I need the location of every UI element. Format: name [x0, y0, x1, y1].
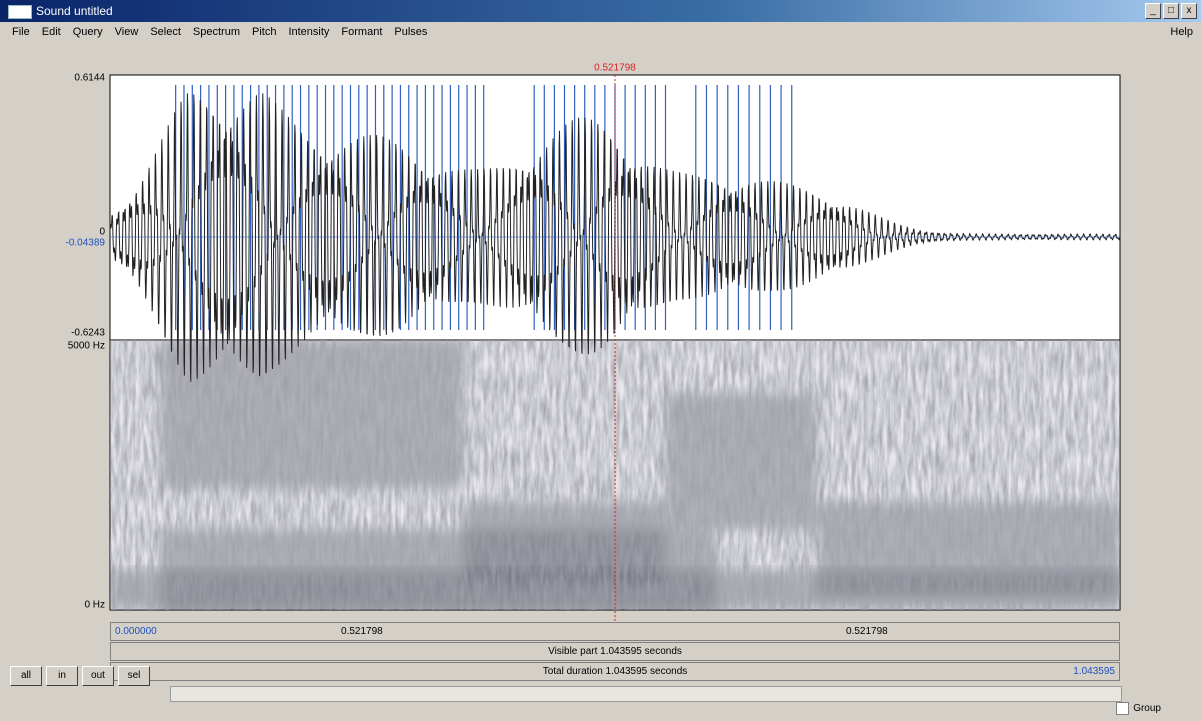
zoom-button[interactable]: all: [10, 666, 42, 686]
freq-bottom: 0 Hz: [84, 600, 105, 611]
praat-window: {"window": {"title": "Sound untitled", "…: [0, 0, 1201, 721]
time-start: 0.000000: [115, 623, 157, 640]
time-end: 1.043595: [1073, 663, 1115, 680]
freq-top: 5000 Hz: [68, 341, 105, 352]
visible-part-bar[interactable]: Visible part 1.043595 seconds: [110, 642, 1120, 661]
total-duration: Total duration 1.043595 seconds: [543, 666, 688, 677]
zoom-button[interactable]: sel: [118, 666, 150, 686]
group-control: Group: [1116, 702, 1161, 715]
scrollbar[interactable]: [170, 686, 1122, 702]
amp-zero: 0: [99, 227, 105, 238]
amp-cursor: -0.04389: [66, 238, 106, 249]
zoom-button[interactable]: out: [82, 666, 114, 686]
amp-top: 0.6144: [74, 73, 105, 84]
amp-bottom: -0.6243: [71, 328, 105, 339]
group-checkbox[interactable]: [1116, 702, 1129, 715]
editor-canvas: 0.521798 0.6144 0 -0.04389 -0.6243 5000 …: [0, 0, 1201, 721]
time-left-half: 0.521798: [341, 623, 383, 640]
time-bar[interactable]: 0.000000 0.521798 0.521798: [110, 622, 1120, 641]
total-duration-bar[interactable]: Total duration 1.043595 seconds 1.043595: [110, 662, 1120, 681]
time-right-half: 0.521798: [846, 623, 888, 640]
cursor-label: 0.521798: [594, 63, 636, 74]
zoom-button[interactable]: in: [46, 666, 78, 686]
group-label: Group: [1133, 703, 1161, 714]
visible-part: Visible part 1.043595 seconds: [548, 646, 682, 657]
